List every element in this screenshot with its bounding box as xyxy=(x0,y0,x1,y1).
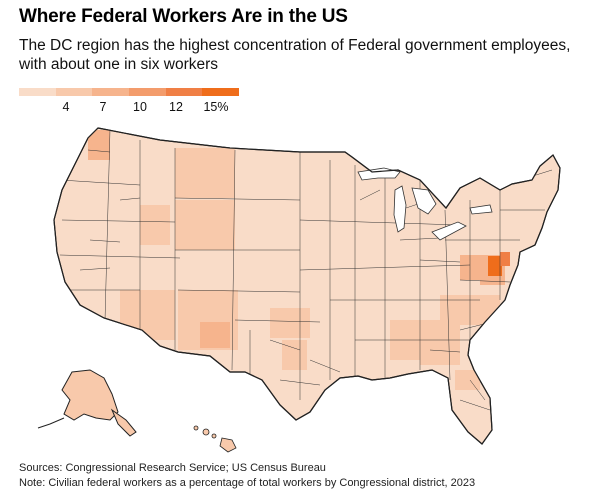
legend-bar xyxy=(19,88,240,96)
chart-subtitle: The DC region has the highest concentrat… xyxy=(19,37,571,73)
region-tennessee xyxy=(380,300,420,320)
lake-huron xyxy=(411,187,437,215)
district-boundaries xyxy=(59,129,553,411)
legend-swatch xyxy=(19,88,56,96)
region-washington-west xyxy=(88,130,110,160)
region-montana xyxy=(175,148,235,198)
source-note: Sources: Congressional Research Service;… xyxy=(19,462,326,474)
legend-swatch xyxy=(165,88,203,96)
us-outline xyxy=(53,127,561,445)
legend-tick-label: 7 xyxy=(99,100,107,114)
legend-swatch xyxy=(202,88,240,96)
footnote: Note: Civilian federal workers as a perc… xyxy=(19,477,476,489)
legend-tick-label: 10 xyxy=(133,100,147,114)
legend-tick-label: 12 xyxy=(169,100,183,114)
hawaii xyxy=(193,425,237,453)
region-oklahoma-east xyxy=(270,308,310,338)
lake-michigan xyxy=(393,185,407,233)
region-colorado xyxy=(180,260,235,290)
alaska xyxy=(61,369,119,421)
color-legend: 4 7 10 12 15% xyxy=(19,88,240,118)
region-arizona xyxy=(120,290,175,340)
alaska-aleutians xyxy=(37,417,65,429)
region-maryland xyxy=(500,252,510,266)
lake-erie xyxy=(431,221,467,241)
legend-swatch xyxy=(129,88,166,96)
region-wyoming xyxy=(175,200,235,250)
lake-ontario xyxy=(469,204,493,215)
legend-swatch xyxy=(92,88,130,96)
us-congressional-district-map xyxy=(37,127,561,453)
region-georgia xyxy=(420,320,460,365)
legend-tick-label: 4 xyxy=(62,100,70,114)
region-texas-central xyxy=(282,340,307,370)
region-nm-south xyxy=(200,322,230,348)
region-dc-area xyxy=(488,256,502,276)
legend-swatch xyxy=(55,88,93,96)
us-land xyxy=(53,127,561,445)
legend-tick-label: 15% xyxy=(203,100,229,114)
region-idaho-south xyxy=(140,205,170,245)
chart-title: Where Federal Workers Are in the US xyxy=(19,6,348,27)
alaska-panhandle xyxy=(110,408,137,437)
